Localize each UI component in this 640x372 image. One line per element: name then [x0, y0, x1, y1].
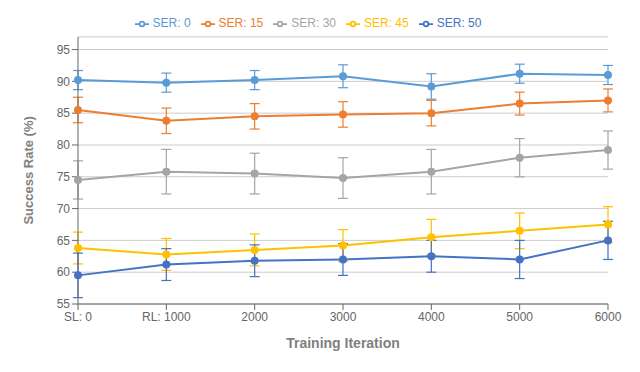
svg-text:85: 85 [57, 106, 71, 120]
svg-text:95: 95 [57, 43, 71, 57]
svg-text:3000: 3000 [330, 310, 357, 324]
svg-text:2000: 2000 [241, 310, 268, 324]
svg-text:90: 90 [57, 75, 71, 89]
svg-text:RL: 1000: RL: 1000 [142, 310, 191, 324]
svg-text:6000: 6000 [595, 310, 622, 324]
svg-text:5000: 5000 [506, 310, 533, 324]
html-text:SER: 0: SER: 0 [152, 16, 191, 30]
html-text:SER: 15: SER: 15 [218, 16, 264, 30]
html-text:SER: 45: SER: 45 [364, 16, 409, 30]
html-text:SER: 50: SER: 50 [436, 16, 482, 30]
svg-text:80: 80 [57, 138, 71, 152]
svg-text:60: 60 [57, 265, 71, 279]
svg-text:75: 75 [57, 170, 71, 184]
svg-text:4000: 4000 [418, 310, 445, 324]
svg-text:Success Rate (%): Success Rate (%) [21, 116, 36, 224]
svg-text:SL: 0: SL: 0 [64, 310, 92, 324]
svg-text:65: 65 [57, 234, 71, 248]
svg-text:70: 70 [57, 202, 71, 216]
svg-text:Training Iteration: Training Iteration [286, 335, 400, 351]
svg-text:55: 55 [57, 297, 71, 311]
html-text:SER: 30: SER: 30 [291, 16, 336, 30]
